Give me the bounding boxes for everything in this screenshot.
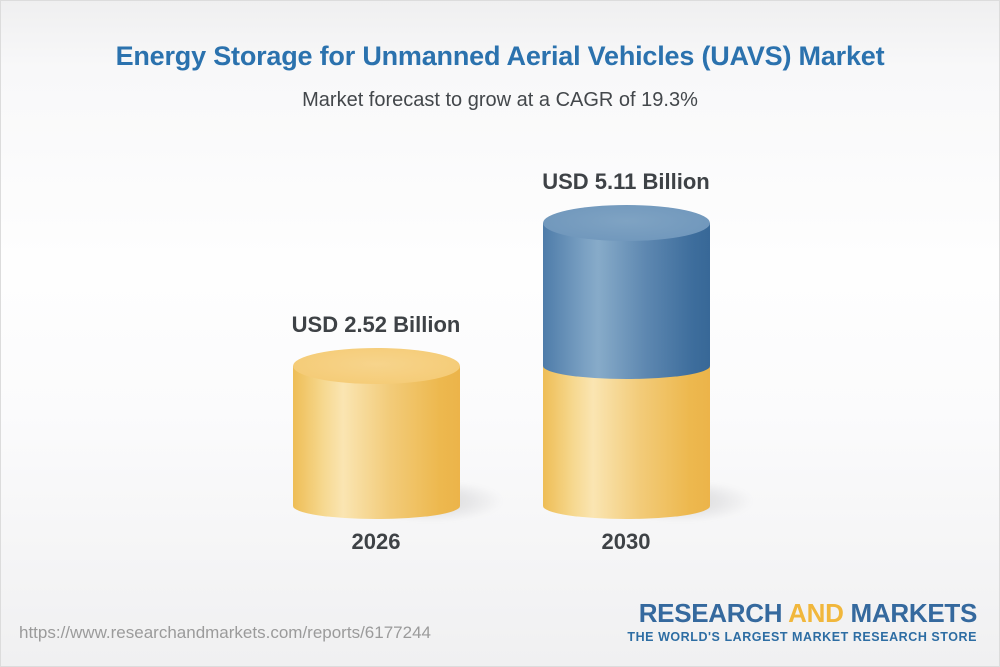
page-title: Energy Storage for Unmanned Aerial Vehic…: [115, 41, 885, 71]
report-url: https://www.researchandmarkets.com/repor…: [19, 623, 431, 642]
bar-segment-growth: [542, 223, 710, 380]
logo-word-markets: MARKETS: [850, 598, 978, 628]
page-subtitle: Market forecast to grow at a CAGR of 19.…: [302, 89, 698, 111]
bar-value-label: USD 2.52 Billion: [291, 312, 461, 338]
logo-wordmark: RESEARCH AND MARKETS: [627, 598, 978, 628]
bar-value-label: USD 5.11 Billion: [542, 169, 710, 194]
logo-word-research: RESEARCH: [638, 598, 783, 628]
cylinder-top-ellipse: [292, 348, 460, 385]
bar-segment-base: [292, 366, 460, 519]
research-and-markets-logo: RESEARCH AND MARKETS THE WORLD'S LARGEST…: [627, 599, 977, 644]
cylinder-top-ellipse: [542, 205, 710, 241]
bar-year-label: 2030: [601, 529, 651, 554]
logo-tagline: THE WORLD'S LARGEST MARKET RESEARCH STOR…: [627, 629, 977, 644]
bar-segment-base: [542, 366, 710, 519]
bar-year-label: 2026: [351, 529, 401, 554]
logo-word-and: AND: [788, 598, 844, 628]
